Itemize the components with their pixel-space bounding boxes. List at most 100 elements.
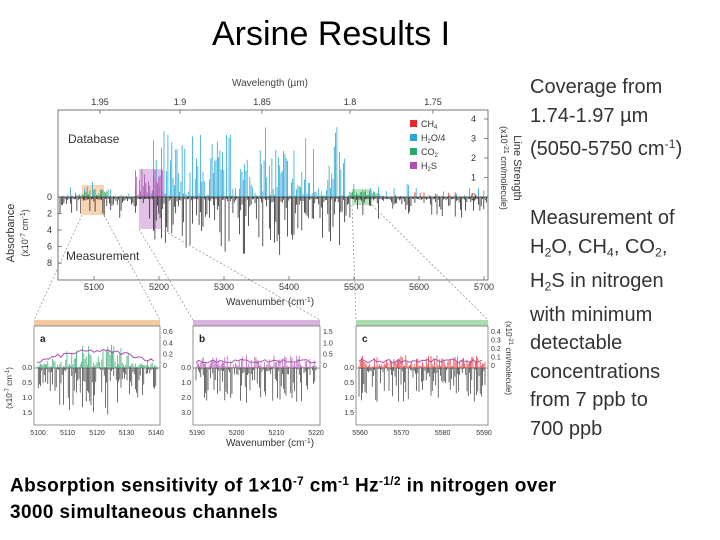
inset-left-tick-label: 0.5	[22, 380, 32, 387]
inset-left-tick-label: 2.0	[181, 395, 191, 402]
absorbance-axis-label: Absorbance	[5, 204, 17, 263]
wavenumber-tick-label: 5200	[149, 282, 169, 292]
wavenumber-tick-label: 5300	[214, 282, 234, 292]
inset-fit-curve	[36, 348, 155, 363]
inset-right-tick-label: 0.2	[163, 352, 173, 359]
inset-x-tick-label: 5220	[308, 430, 324, 437]
wavenumber-axis-label: Wavenumber (cm-1)	[226, 297, 314, 308]
inset-panel-a: a 5100 5110 5120 5130 5140 0.0 0.5 1.0 1.5 0.6 0.4 0…	[22, 320, 173, 437]
inset-right-tick-label: 0	[491, 363, 495, 370]
wavelength-tick-label: 1.85	[253, 97, 271, 107]
main-plot-frame	[57, 109, 489, 281]
inset-left-tick-label: 1.0	[344, 395, 354, 402]
wavenumber-ticks: 5100 5200 5300 5400 5500 5600 5700	[84, 276, 494, 292]
measurement-text: Measurement of H2O, CH4, CO2, H2S in nit…	[530, 204, 716, 443]
absorbance-axis-unit: (x10-7 cm-1)	[20, 209, 30, 256]
inset-left-tick-label: 0.0	[181, 365, 191, 372]
line-strength-tick-label: 3	[471, 134, 476, 144]
inset-wavenumber-label: Wavenumber (cm-1)	[226, 438, 314, 449]
inset-header-band	[356, 320, 488, 326]
legend-swatch	[410, 134, 417, 141]
inset-right-tick-label: 0.2	[491, 346, 501, 353]
absorbance-tick-label: 4	[47, 225, 52, 235]
coverage-text: Coverage from 1.74-1.97 µm (5050-5750 cm…	[530, 73, 716, 163]
inset-database-lines	[195, 355, 317, 368]
inset-fit-curve	[358, 358, 483, 364]
measurement-line-7: from 7 ppb to	[530, 389, 648, 412]
wavelength-axis-label: Wavelength (µm)	[232, 78, 308, 89]
coverage-line-2: 1.74-1.97 µm	[530, 104, 649, 127]
inset-frame	[33, 325, 161, 426]
measurement-line-3: H2S in nitrogen	[530, 269, 664, 294]
absorbance-tick-label: 6	[47, 242, 52, 252]
measurement-line-6: concentrations	[530, 360, 661, 383]
inset-x-tick-label: 5590	[476, 430, 492, 437]
inset-header-band	[193, 320, 320, 326]
line-strength-tick-label: 1	[471, 173, 476, 183]
inset-frame	[192, 325, 321, 426]
inset-left-tick-label: 1.5	[344, 410, 354, 417]
footer-line-2: 3000 simultaneous channels	[10, 502, 279, 524]
inset-right-tick-label: 0.4	[163, 340, 173, 347]
inset-x-tick-label: 5580	[435, 430, 451, 437]
slide-title: Arsine Results I	[212, 15, 451, 53]
inset-right-tick-label: 1.5	[323, 329, 333, 336]
inset-x-tick-label: 5130	[119, 430, 135, 437]
wavenumber-tick-label: 5700	[474, 282, 494, 292]
inset-letter: b	[199, 334, 205, 345]
inset-measurement-lines	[36, 368, 158, 415]
line-strength-tick-label: 2	[471, 153, 476, 163]
measurement-line-1: Measurement of	[530, 207, 675, 229]
wavenumber-tick-label: 5400	[279, 282, 299, 292]
measurement-line-4: with minimum	[530, 303, 653, 326]
wavelength-tick-label: 1.75	[424, 97, 442, 107]
wavelength-tick-label: 1.95	[91, 97, 109, 107]
wavenumber-tick-label: 5600	[409, 282, 429, 292]
inset-right-tick-label: 0.6	[163, 329, 173, 336]
inset-left-tick-label: 1.0	[181, 380, 191, 387]
measurement-trace	[59, 197, 487, 255]
legend-entry: H2O/4	[421, 133, 445, 145]
inset-x-tick-label: 5190	[189, 430, 205, 437]
legend: CH4 H2O/4 CO2 H2S	[410, 119, 445, 173]
sensitivity-footer: Absorption sensitivity of 1×10-7 cm-1 Hz…	[10, 468, 710, 526]
absorbance-tick-label: 8	[47, 258, 52, 268]
line-strength-tick-label: 0	[471, 192, 476, 202]
ch4-lines	[413, 192, 479, 197]
inset-fit-curve	[195, 358, 317, 364]
inset-x-tick-label: 5140	[148, 430, 164, 437]
line-strength-ticks: 0 1 2 3 4	[471, 114, 488, 202]
absorbance-tick-label: 2	[47, 209, 52, 219]
inset-right-tick-label: 0.5	[323, 352, 333, 359]
footer-line-1: Absorption sensitivity of 1×10-7 cm-1 Hz…	[10, 475, 557, 497]
measurement-line-2: H2O, CH4, CO2,	[530, 235, 668, 260]
inset-x-tick-label: 5570	[394, 430, 410, 437]
inset-x-tick-label: 5100	[30, 430, 46, 437]
inset-right-tick-label: 0.4	[491, 329, 501, 336]
wavenumber-tick-label: 5100	[84, 282, 104, 292]
inset-x-tick-label: 5560	[352, 430, 368, 437]
inset-right-tick-label: 0.1	[491, 355, 501, 362]
zoom-connectors	[33, 204, 489, 321]
inset-left-tick-label: 1.0	[22, 395, 32, 402]
legend-entry: CO2	[421, 147, 439, 159]
inset-right-tick-label: 0	[323, 363, 327, 370]
legend-swatch	[410, 162, 417, 169]
inset-x-tick-label: 5210	[269, 430, 285, 437]
inset-left-tick-label: 0.0	[22, 365, 32, 372]
inset-panel-c: c 5560 5570 5580 5590 0.0 0.5 1.0 1.5 0.4 0.30.2 0.…	[344, 320, 501, 437]
measurement-line-5: detectable	[530, 332, 623, 355]
absorbance-ticks: 0 2 4 6 8	[47, 192, 62, 268]
inset-header-band	[34, 320, 160, 326]
inset-left-unit: (x10-7 cm-1)	[5, 367, 14, 409]
inset-measurement-lines	[195, 368, 317, 403]
inset-x-tick-label: 5200	[229, 430, 245, 437]
measurement-label: Measurement	[66, 249, 140, 263]
band-a-highlight	[82, 185, 104, 215]
inset-measurement-lines	[358, 368, 486, 402]
inset-left-tick-label: 3.0	[181, 410, 191, 417]
inset-letter: a	[40, 334, 46, 345]
inset-frame	[355, 325, 489, 426]
line-strength-axis-label: Line Strength	[511, 135, 522, 200]
inset-left-tick-label: 0.0	[344, 365, 354, 372]
